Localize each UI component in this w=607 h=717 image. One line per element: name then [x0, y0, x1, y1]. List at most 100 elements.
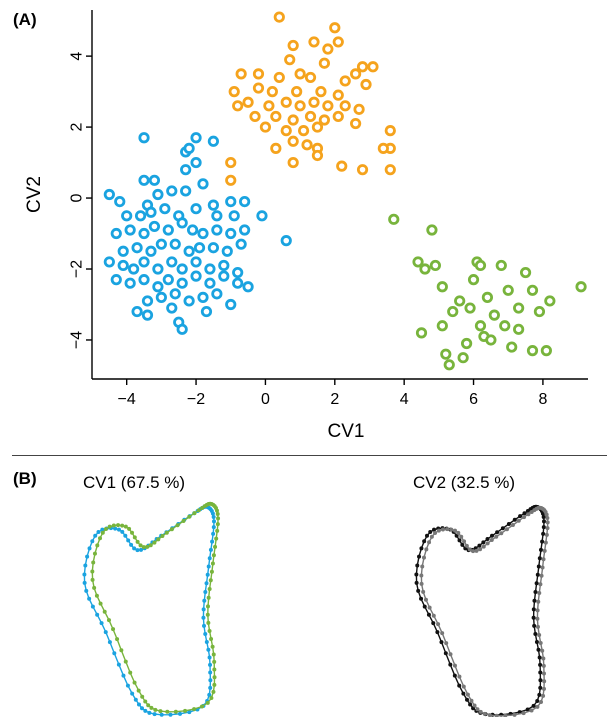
cv2-outline-a-landmark	[435, 630, 440, 635]
cv2-outline-a-landmark	[541, 514, 546, 519]
cv1-outline-b-landmark	[98, 601, 103, 606]
data-point	[419, 263, 431, 275]
x-axis-label: CV1	[328, 421, 365, 442]
cv1-outline-b-landmark	[160, 534, 165, 539]
data-point	[176, 277, 188, 289]
cv1-outline-b-landmark	[156, 537, 161, 542]
data-point	[131, 242, 143, 254]
cv1-outline-b-line	[91, 502, 219, 713]
cv2-outline-a-landmark	[485, 537, 490, 542]
cv1-outline-b-landmark	[209, 569, 214, 574]
cv2-outline-a-landmark	[538, 662, 543, 667]
data-point	[287, 39, 299, 52]
data-point	[145, 206, 157, 218]
cv1-outline-b-landmark	[165, 709, 170, 714]
data-point	[169, 288, 181, 300]
cv2-outline-b-landmark	[419, 573, 424, 578]
cv2-outline-a-landmark	[419, 546, 424, 551]
cv2-outline-a-landmark	[426, 612, 431, 617]
cv1-outline-b-landmark	[145, 544, 150, 549]
cv1-outline-a-landmark	[211, 531, 216, 536]
cv2-outline-a-landmark	[541, 525, 546, 530]
data-point	[228, 86, 240, 98]
shape-outlines	[82, 501, 550, 717]
data-point	[294, 100, 306, 112]
data-point	[384, 164, 396, 176]
data-point	[169, 238, 181, 250]
cv2-outline-a-landmark	[452, 673, 457, 678]
data-point	[353, 103, 365, 115]
data-point	[287, 156, 299, 169]
cv1-outline-b-landmark	[169, 527, 174, 532]
data-point	[190, 256, 202, 268]
cv2-outline-b-landmark	[440, 527, 445, 532]
cv2-outline-b-landmark	[541, 557, 546, 562]
data-point	[332, 36, 344, 48]
data-point	[218, 259, 230, 272]
cv2-outline-b-landmark	[545, 515, 550, 520]
cv2-outline-b-landmark	[471, 549, 476, 554]
data-point	[166, 302, 178, 314]
cv2-outline-a-landmark	[533, 589, 538, 594]
cv2-outline-b-landmark	[538, 640, 543, 645]
data-point	[117, 245, 129, 257]
cv2-outline-b-landmark	[421, 555, 426, 560]
cv2-outline-a-landmark	[500, 526, 505, 531]
x-tick-label: 4	[400, 391, 409, 408]
cv1-outline-a-landmark	[208, 662, 213, 667]
cv2-outline-a-landmark	[415, 563, 420, 568]
cv2-outline-a-landmark	[477, 543, 482, 548]
cv1-outline-a-landmark	[107, 640, 112, 645]
data-point	[415, 327, 428, 339]
cv1-outline-b-landmark	[111, 523, 116, 528]
cv2-outline-b-landmark	[535, 608, 540, 613]
y-tick-label: 2	[69, 123, 86, 132]
cv1-outline-a-landmark	[152, 712, 157, 717]
cv1-outline-a-landmark	[82, 572, 87, 577]
cv2-outline-b-landmark	[516, 518, 521, 523]
cv2-outline-a-landmark	[416, 588, 421, 593]
cv1-outline-a-landmark	[103, 630, 108, 635]
data-point	[350, 117, 362, 130]
cv2-outline-a-landmark	[490, 533, 494, 538]
data-point	[204, 277, 216, 289]
data-point	[461, 337, 473, 350]
cv2-outline-a-landmark	[536, 564, 541, 569]
data-point	[138, 227, 150, 240]
data-point	[360, 78, 372, 91]
cv2-outline-b-landmark	[444, 641, 449, 646]
cv1-outline-b-landmark	[103, 527, 108, 532]
data-point	[575, 281, 587, 293]
data-point	[183, 295, 195, 307]
cv2-outline-a-landmark	[425, 533, 429, 538]
data-point	[388, 213, 400, 225]
data-point	[339, 75, 351, 87]
data-point	[495, 259, 507, 272]
cv2-outline-b-landmark	[543, 540, 548, 545]
data-point	[193, 242, 206, 254]
cv2-outline-a-landmark	[532, 598, 537, 603]
cv2-outline-b-landmark	[465, 692, 470, 697]
cv1-outline-a-landmark	[204, 639, 209, 644]
data-point	[114, 195, 126, 208]
x-tick-label: −2	[187, 391, 205, 408]
data-point	[180, 185, 192, 197]
cv2-outline-a-landmark	[534, 581, 539, 586]
cv1-outline-b-landmark	[214, 536, 219, 541]
cv2-outline-b-landmark	[504, 527, 509, 532]
cv1-outline-b-landmark	[206, 595, 211, 600]
cv1-outline-a-landmark	[138, 547, 143, 552]
data-point	[166, 185, 178, 197]
series-0	[103, 132, 292, 335]
cv2-outline-b-landmark	[537, 632, 542, 637]
cv1-outline-a-landmark	[187, 710, 192, 715]
cv2-outline-a-landmark	[531, 607, 536, 612]
y-tick-label: −2	[69, 260, 86, 278]
cv1-outline-b-landmark	[136, 688, 141, 693]
cv1-outline-a-landmark	[95, 612, 100, 617]
cv2-outline-b-landmark	[544, 512, 549, 517]
data-point	[190, 132, 202, 144]
data-point	[228, 210, 240, 222]
cv1-outline-a-landmark	[129, 542, 134, 547]
cv2-outline-b-landmark	[469, 698, 474, 703]
